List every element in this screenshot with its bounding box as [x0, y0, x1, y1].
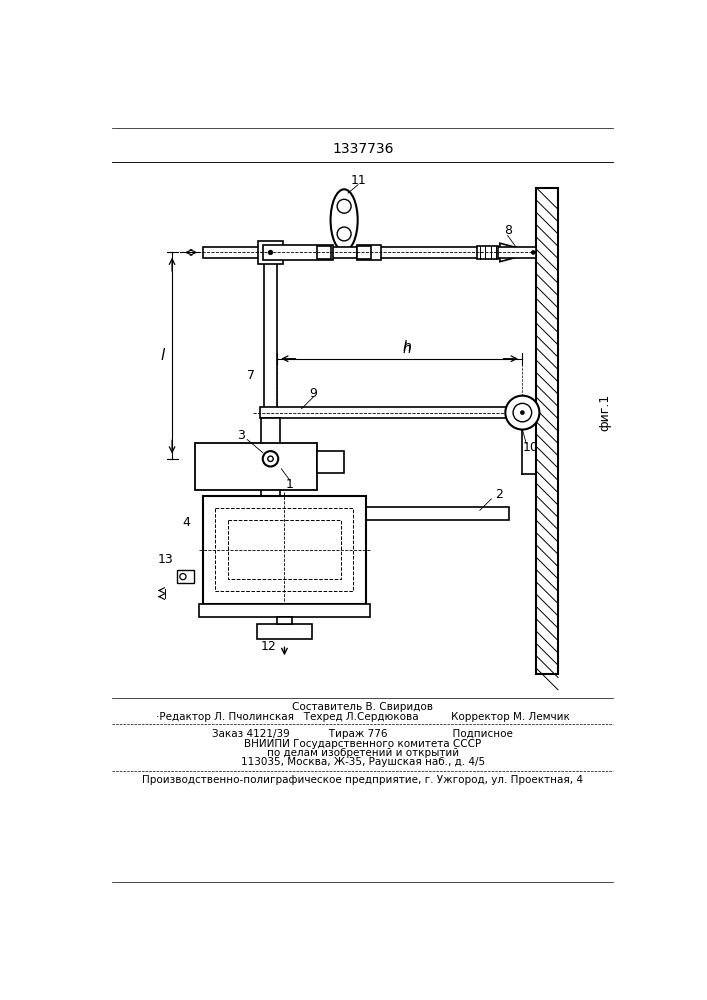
Bar: [228, 520, 341, 579]
Circle shape: [506, 396, 539, 430]
Text: 1337736: 1337736: [332, 142, 394, 156]
Circle shape: [520, 411, 525, 415]
Bar: [203, 496, 366, 604]
Bar: [357, 246, 371, 259]
Text: 13: 13: [158, 553, 174, 566]
Bar: [317, 246, 331, 259]
Circle shape: [263, 451, 279, 466]
Text: фиг.1: фиг.1: [598, 394, 611, 431]
Circle shape: [180, 574, 186, 580]
Bar: [537, 188, 558, 674]
Circle shape: [268, 456, 273, 461]
Text: Производственно-полиграфическое предприятие, г. Ужгород, ул. Проектная, 4: Производственно-полиграфическое предприя…: [142, 775, 583, 785]
Bar: [317, 451, 344, 473]
Text: h: h: [402, 342, 411, 356]
Text: 113035, Москва, Ж-35, Раушская наб., д. 4/5: 113035, Москва, Ж-35, Раушская наб., д. …: [240, 757, 485, 767]
Text: h: h: [402, 340, 411, 354]
Text: 8: 8: [503, 224, 512, 237]
Text: 1: 1: [286, 478, 294, 491]
Bar: [263, 245, 332, 260]
Text: ·Редактор Л. Пчолинская   Техред Л.Сердюкова          Корректор М. Лемчик: ·Редактор Л. Пчолинская Техред Л.Сердюко…: [156, 712, 570, 722]
Text: 12: 12: [261, 640, 277, 653]
Circle shape: [268, 250, 273, 255]
Text: 2: 2: [495, 488, 503, 501]
Text: l: l: [160, 348, 165, 363]
Bar: [258, 241, 283, 264]
Text: ВНИИПИ Государственного комитета СССР: ВНИИПИ Государственного комитета СССР: [244, 739, 481, 749]
Bar: [177, 570, 194, 583]
Bar: [357, 245, 380, 260]
Bar: [199, 604, 370, 617]
Bar: [280, 507, 509, 520]
Text: 7: 7: [247, 369, 255, 382]
Text: 11: 11: [350, 174, 366, 187]
Bar: [216, 508, 354, 591]
Text: Заказ 4121/39            Тираж 776                    Подписное: Заказ 4121/39 Тираж 776 Подписное: [212, 729, 513, 739]
Circle shape: [513, 403, 532, 422]
Text: 3: 3: [237, 429, 245, 442]
Text: Составитель В. Свиридов: Составитель В. Свиридов: [292, 702, 433, 712]
Text: по делам изобретений и открытий: по делам изобретений и открытий: [267, 748, 459, 758]
Bar: [257, 624, 312, 639]
Bar: [276, 617, 292, 624]
Bar: [203, 247, 537, 258]
Text: 4: 4: [182, 516, 190, 529]
Bar: [477, 246, 498, 259]
Text: 9: 9: [309, 387, 317, 400]
Circle shape: [531, 251, 535, 254]
Bar: [261, 418, 280, 520]
Text: 10: 10: [522, 441, 538, 454]
Bar: [260, 407, 537, 418]
Bar: [195, 443, 317, 490]
